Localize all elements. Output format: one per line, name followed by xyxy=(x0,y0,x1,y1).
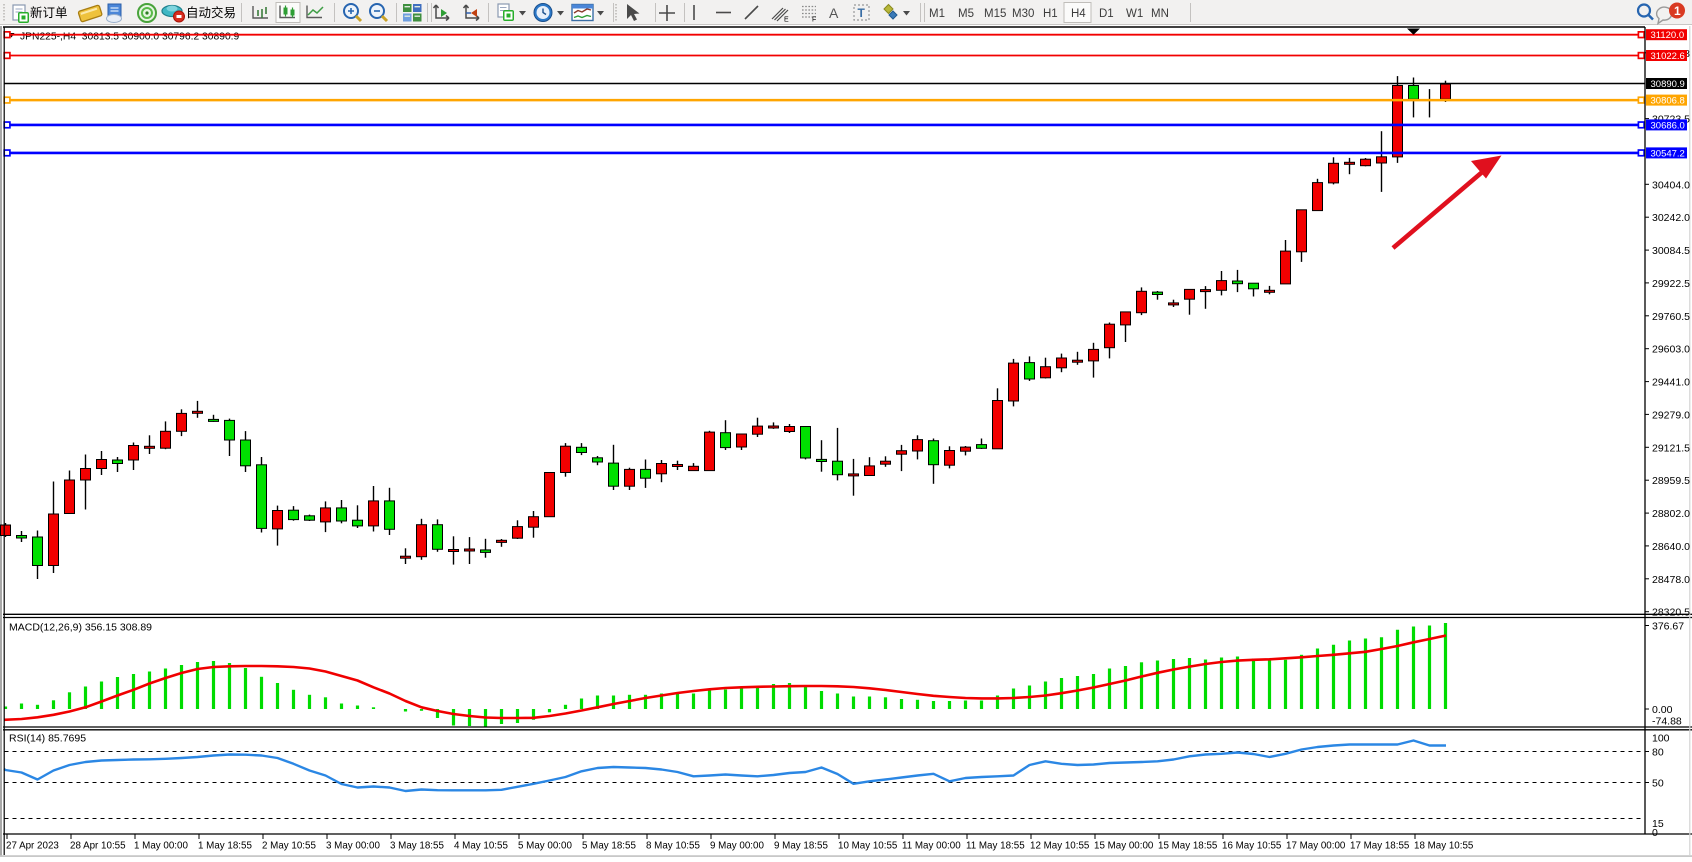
svg-text:MN: MN xyxy=(1151,8,1169,20)
svg-text:29121.5: 29121.5 xyxy=(1652,442,1690,454)
svg-text:30806.8: 30806.8 xyxy=(1651,96,1685,107)
svg-text:W1: W1 xyxy=(1126,8,1143,20)
svg-text:1: 1 xyxy=(1674,4,1681,18)
svg-text:5 May 18:55: 5 May 18:55 xyxy=(582,841,636,852)
svg-text:9 May 18:55: 9 May 18:55 xyxy=(774,841,828,852)
svg-text:15 May 18:55: 15 May 18:55 xyxy=(1158,841,1218,852)
svg-text:2 May 10:55: 2 May 10:55 xyxy=(262,841,316,852)
svg-text:29760.5: 29760.5 xyxy=(1652,311,1690,323)
svg-text:M5: M5 xyxy=(958,8,974,20)
svg-text:8 May 10:55: 8 May 10:55 xyxy=(646,841,700,852)
svg-text:新订单: 新订单 xyxy=(30,5,68,20)
svg-text:31022.6: 31022.6 xyxy=(1651,51,1685,62)
svg-text:0.00: 0.00 xyxy=(1652,704,1673,716)
svg-text:0: 0 xyxy=(1652,827,1658,839)
svg-text:50: 50 xyxy=(1652,778,1664,790)
svg-text:D1: D1 xyxy=(1099,8,1114,20)
svg-text:MACD(12,26,9) 356.15 308.89: MACD(12,26,9) 356.15 308.89 xyxy=(9,622,152,634)
svg-text:3 May 00:00: 3 May 00:00 xyxy=(326,841,380,852)
svg-text:31120.0: 31120.0 xyxy=(1651,30,1685,41)
svg-text:M1: M1 xyxy=(929,8,945,20)
svg-text:E: E xyxy=(784,17,789,24)
svg-text:H4: H4 xyxy=(1071,8,1086,20)
svg-text:H1: H1 xyxy=(1043,8,1058,20)
svg-text:JPN225-,H4 30813.5 30900.0 30: JPN225-,H4 30813.5 30900.0 30796.2 30890… xyxy=(20,32,240,43)
svg-text:27 Apr 2023: 27 Apr 2023 xyxy=(6,841,59,852)
svg-text:3 May 18:55: 3 May 18:55 xyxy=(390,841,444,852)
svg-text:30547.2: 30547.2 xyxy=(1651,148,1685,159)
svg-text:30084.5: 30084.5 xyxy=(1652,245,1690,257)
svg-text:4 May 10:55: 4 May 10:55 xyxy=(454,841,508,852)
svg-text:1 May 18:55: 1 May 18:55 xyxy=(198,841,252,852)
svg-text:80: 80 xyxy=(1652,747,1664,759)
svg-text:F: F xyxy=(812,17,816,24)
svg-text:16 May 10:55: 16 May 10:55 xyxy=(1222,841,1282,852)
svg-text:1 May 00:00: 1 May 00:00 xyxy=(134,841,188,852)
svg-text:T: T xyxy=(858,6,866,20)
svg-text:11 May 18:55: 11 May 18:55 xyxy=(966,841,1025,852)
svg-text:29279.0: 29279.0 xyxy=(1652,409,1690,421)
svg-text:15 May 00:00: 15 May 00:00 xyxy=(1094,841,1154,852)
svg-text:5 May 00:00: 5 May 00:00 xyxy=(518,841,572,852)
svg-text:30242.0: 30242.0 xyxy=(1652,212,1690,224)
svg-text:29441.0: 29441.0 xyxy=(1652,377,1690,389)
svg-text:9 May 00:00: 9 May 00:00 xyxy=(710,841,764,852)
svg-text:29603.0: 29603.0 xyxy=(1652,344,1690,356)
svg-text:28320.5: 28320.5 xyxy=(1652,607,1690,619)
svg-text:18 May 10:55: 18 May 10:55 xyxy=(1414,841,1474,852)
svg-text:自动交易: 自动交易 xyxy=(186,5,236,20)
svg-text:M30: M30 xyxy=(1012,8,1034,20)
svg-text:11 May 00:00: 11 May 00:00 xyxy=(902,841,961,852)
svg-text:A: A xyxy=(829,5,839,21)
svg-text:15: 15 xyxy=(1652,818,1664,830)
svg-text:RSI(14) 85.7695: RSI(14) 85.7695 xyxy=(9,733,86,745)
svg-text:30404.0: 30404.0 xyxy=(1652,179,1690,191)
svg-text:28 Apr 10:55: 28 Apr 10:55 xyxy=(70,841,126,852)
svg-text:17 May 00:00: 17 May 00:00 xyxy=(1286,841,1346,852)
svg-text:376.67: 376.67 xyxy=(1652,621,1684,633)
svg-text:10 May 10:55: 10 May 10:55 xyxy=(838,841,898,852)
svg-text:-74.88: -74.88 xyxy=(1652,716,1682,728)
svg-text:29922.5: 29922.5 xyxy=(1652,278,1690,290)
svg-text:28478.0: 28478.0 xyxy=(1652,574,1690,586)
svg-text:12 May 10:55: 12 May 10:55 xyxy=(1030,841,1090,852)
svg-text:17 May 18:55: 17 May 18:55 xyxy=(1350,841,1410,852)
svg-text:100: 100 xyxy=(1652,733,1670,745)
svg-text:30890.9: 30890.9 xyxy=(1651,79,1685,90)
svg-text:30686.0: 30686.0 xyxy=(1651,120,1685,131)
svg-text:28802.0: 28802.0 xyxy=(1652,508,1690,520)
svg-text:M15: M15 xyxy=(984,8,1006,20)
svg-text:28959.5: 28959.5 xyxy=(1652,475,1690,487)
svg-text:28640.0: 28640.0 xyxy=(1652,541,1690,553)
